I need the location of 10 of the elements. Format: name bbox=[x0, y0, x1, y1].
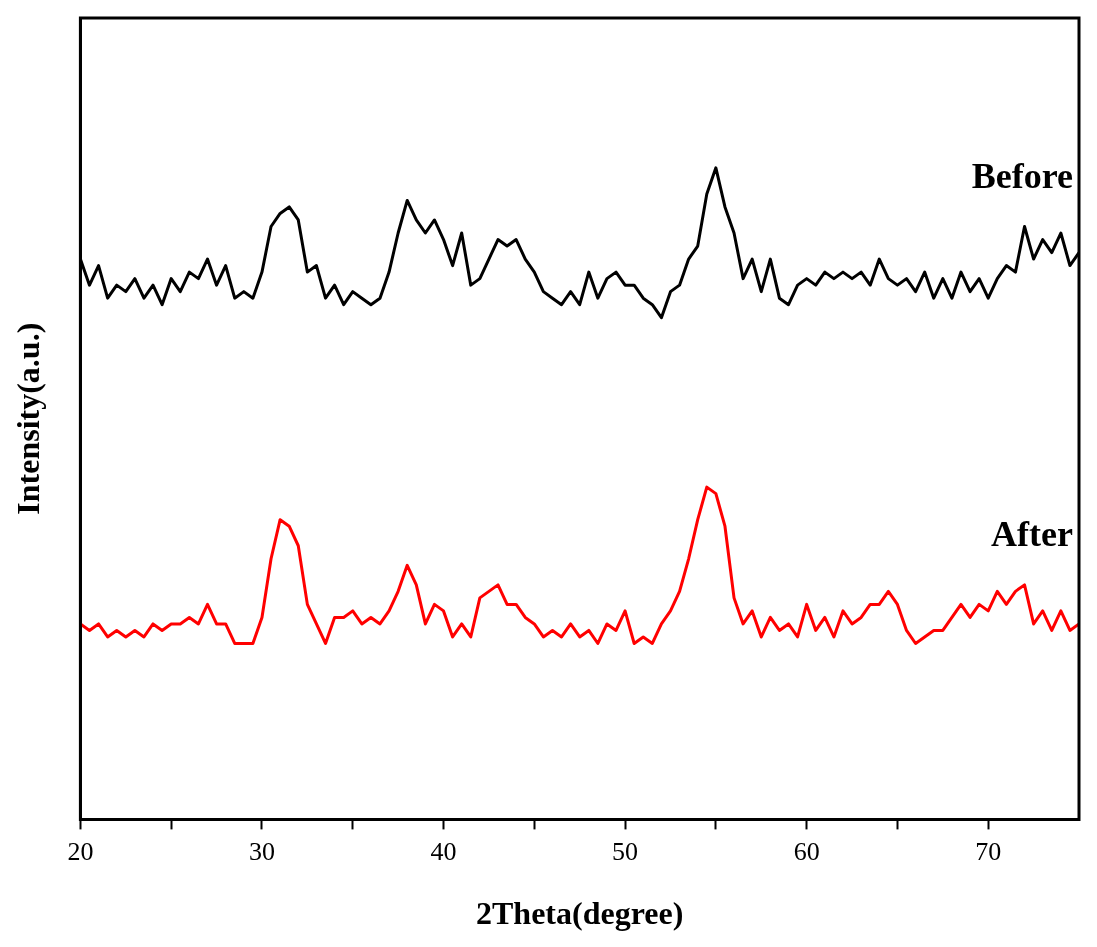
x-tick-label: 50 bbox=[612, 836, 639, 866]
x-tick-label: 60 bbox=[793, 836, 820, 866]
y-axis-title: Intensity(a.u.) bbox=[10, 322, 47, 515]
x-tick-label: 30 bbox=[248, 836, 275, 866]
x-axis-title: 2Theta(degree) bbox=[476, 895, 684, 932]
x-tick-label: 40 bbox=[430, 836, 457, 866]
x-tick-label: 70 bbox=[975, 836, 1002, 866]
x-tick-label: 20 bbox=[67, 836, 94, 866]
series-label: Before bbox=[971, 155, 1074, 196]
series-label: After bbox=[991, 514, 1074, 555]
